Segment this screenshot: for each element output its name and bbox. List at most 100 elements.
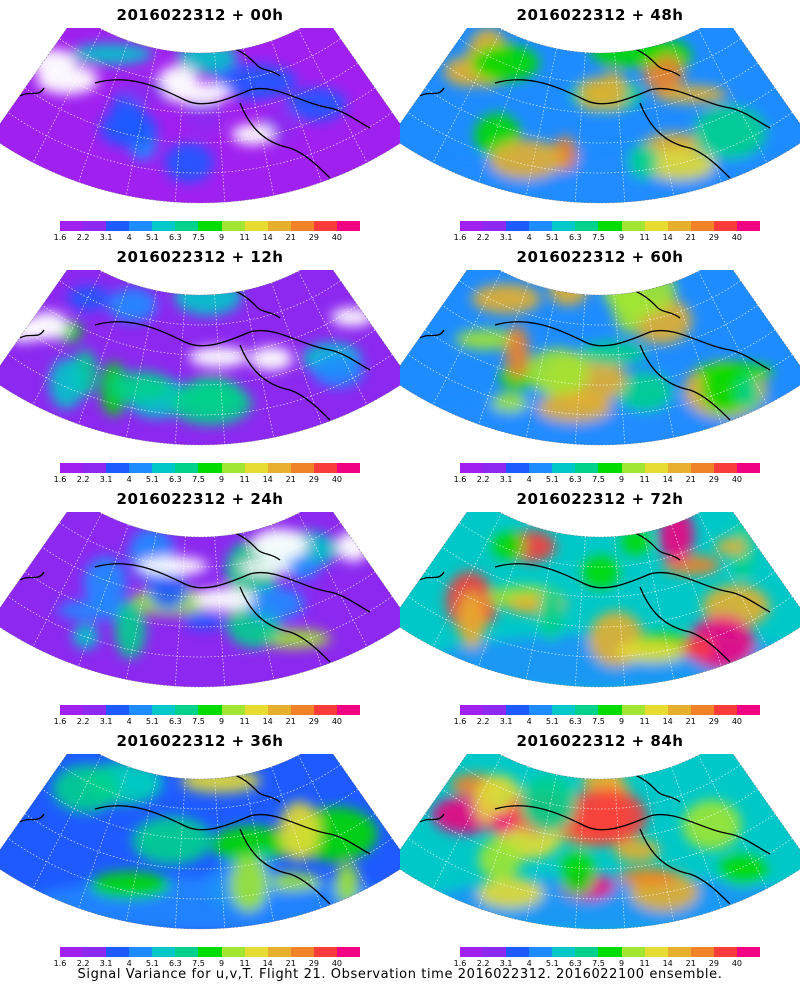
colorbar-label: 6.3 [169,475,182,484]
map-border [0,512,400,688]
coastlines [419,46,771,179]
colorbar-swatch [644,221,668,231]
colorbar-label: 1.6 [53,475,67,484]
colorbar-label: 11 [239,475,250,484]
colorbar-swatch [313,947,337,957]
colorbar-swatch [129,947,153,957]
parallel-line [7,596,393,658]
colorbar-swatch [83,947,107,957]
colorbar-label: 40 [731,233,743,242]
coastline [419,813,445,823]
map-border [0,28,400,204]
colorbar-swatch [83,221,107,231]
parallel-line [424,571,776,628]
field-blob [251,528,308,561]
colorbar-label: 5.1 [145,475,159,484]
colorbar-swatch [621,947,645,957]
colorbar-swatch [483,463,507,473]
colorbar-label: 6.3 [569,717,582,726]
colorbar-labels: 1.6 2.2 3.1 4 5.1 6.3 7.5 9 11 14 21 29 40 [454,233,760,243]
colorbar-label: 7.5 [192,475,205,484]
colorbar-legend: 1.6 2.2 3.1 4 5.1 6.3 7.5 9 11 14 21 29 40 [454,221,761,243]
colorbar-label: 3.1 [99,233,113,242]
field-blob [714,538,748,556]
colorbar-swatch [736,463,761,473]
colorbar-swatch [690,463,714,473]
colorbar-label: 9 [618,475,625,484]
coastline [639,586,731,663]
colorbar-swatch [713,221,737,231]
variance-field [400,512,800,687]
colorbar-label: 3.1 [499,959,513,968]
colorbar-label: 9 [218,475,225,484]
field-blob [488,139,564,180]
colorbar-swatch [313,221,337,231]
colorbar-label: 21 [685,233,696,242]
coastline [419,571,445,581]
colorbar-swatch [460,221,484,231]
colorbar-label: 29 [708,233,719,242]
colorbar-swatch [198,221,222,231]
colorbar-label: 1.6 [453,959,467,968]
field-blob [180,768,261,793]
colorbar-label: 1.6 [53,959,67,968]
colorbar-label: 6.3 [169,717,182,726]
colorbar-label: 2.2 [476,475,490,484]
colorbar-swatch [483,947,507,957]
colorbar-label: 29 [308,717,319,726]
field-blob [430,150,800,203]
colorbar-swatch [83,705,107,715]
colorbar-label: 4 [526,233,532,242]
colorbar-swatch [267,947,291,957]
coastline [639,102,731,179]
variance-field [0,512,400,687]
colorbar-swatch [690,947,714,957]
colorbar-label: 9 [618,959,625,968]
colorbar-label: 5.1 [145,717,159,726]
field-blob [470,44,540,82]
forecast-map [0,754,400,930]
colorbar-label: 6.3 [569,475,582,484]
colorbar-swatch [552,463,576,473]
field-blob [612,275,646,333]
field-blob [72,623,99,650]
colorbar-swatch [460,947,484,957]
colorbar-label: 4 [526,717,532,726]
coastline [494,321,771,371]
panel-36h: 2016022312 + 36h 1.6 2.2 3.1 4 5.1 6.3 7.5 9 11 1… [0,726,400,968]
panel-title: 2016022312 + 12h [116,248,284,266]
field-blob [211,825,290,864]
parallel-line [24,87,376,144]
colorbar-label: 1.6 [53,233,67,242]
colorbar-label: 21 [285,233,296,242]
meridian-line [432,271,502,405]
figure-caption: Signal Variance for u,v,T. Flight 21. Ob… [77,967,723,982]
colorbar-swatch [575,705,599,715]
colorbar-label: 29 [708,717,719,726]
field-blob [477,877,544,909]
colorbar-swatch [60,705,84,715]
colorbar-label: 11 [639,959,650,968]
colorbar-labels: 1.6 2.2 3.1 4 5.1 6.3 7.5 9 11 14 21 29 40 [54,959,360,969]
coastline [639,828,731,905]
colorbar-swatch [529,947,553,957]
colorbar-label: 11 [239,717,250,726]
panel-title: 2016022312 + 60h [516,248,684,266]
parallel-line [407,112,793,174]
colorbar-swatch [336,221,361,231]
colorbar-label: 14 [262,233,273,242]
colorbar-label: 5.1 [545,475,559,484]
colorbar-label: 7.5 [192,233,205,242]
colorbar-swatch [506,705,530,715]
colorbar-label: 21 [685,717,696,726]
colorbar-label: 29 [708,959,719,968]
meridian-line [614,52,626,203]
parallel-line [24,571,376,628]
panel-title: 2016022312 + 24h [116,490,284,508]
field-blob [617,867,680,886]
colorbar-swatch [506,463,530,473]
colorbar-swatch [244,463,268,473]
field-blob [681,637,715,660]
colorbar-swatch [621,463,645,473]
parallel-line [407,354,793,416]
